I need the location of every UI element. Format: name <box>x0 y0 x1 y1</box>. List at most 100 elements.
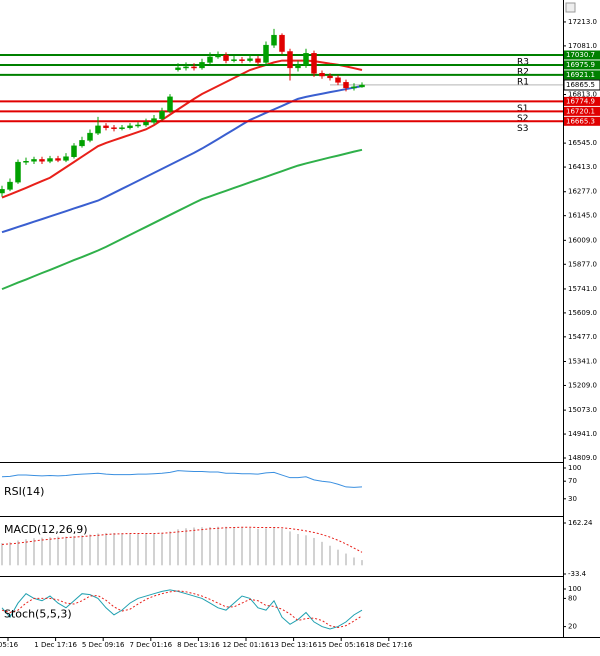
x-tick-label: 05:16 <box>0 641 19 649</box>
candle-body <box>71 145 77 157</box>
y-tick-label: 20 <box>568 623 577 631</box>
y-tick-label: 15609.0 <box>568 309 597 317</box>
candle-body <box>311 53 317 74</box>
level-price-label: 16975.9 <box>566 61 595 69</box>
level-name: S3 <box>517 124 528 134</box>
y-tick-label: 100 <box>568 585 581 593</box>
candle-body <box>191 66 197 69</box>
x-tick-label: 8 Dec 13:16 <box>177 641 220 649</box>
level-name: S2 <box>517 114 528 124</box>
level-price-label: 16665.3 <box>566 117 595 125</box>
level-price-box <box>564 70 600 80</box>
candle-body <box>295 64 301 69</box>
y-tick-label: 16145.0 <box>568 212 597 220</box>
y-tick-label: -33.4 <box>568 570 587 578</box>
candle-body <box>223 54 229 61</box>
candle-body <box>287 51 293 69</box>
indicator-line <box>1 59 363 199</box>
candle-body <box>207 56 213 63</box>
candle-body <box>79 140 85 147</box>
x-tick-label: 1 Dec 17:16 <box>34 641 77 649</box>
level-price-box <box>564 106 600 116</box>
candle-body <box>39 159 45 162</box>
x-tick-label: 7 Dec 01:16 <box>129 641 172 649</box>
y-tick-label: 16413.0 <box>568 163 597 171</box>
level-name: R2 <box>517 67 529 77</box>
y-tick-label: 15073.0 <box>568 406 597 414</box>
candle-body <box>183 66 189 69</box>
candle-body <box>127 125 133 128</box>
level-price-label: 16720.1 <box>566 107 595 115</box>
candle-body <box>319 73 325 77</box>
y-tick-label: 16009.0 <box>568 236 597 244</box>
level-name: R1 <box>517 77 529 87</box>
candle-body <box>343 82 349 89</box>
level-price-label: 16774.9 <box>566 97 595 105</box>
indicator-line <box>1 148 363 291</box>
candle-body <box>151 118 157 123</box>
candle-body <box>87 132 93 141</box>
candle-body <box>119 127 125 129</box>
candle-body <box>135 124 141 127</box>
settings-icon[interactable] <box>565 2 576 13</box>
x-tick-label: 13 Dec 13:16 <box>270 641 318 649</box>
indicator-line <box>1 470 363 488</box>
candle-body <box>47 158 53 162</box>
candle-body <box>263 44 269 63</box>
indicator-line <box>1 589 363 630</box>
indicator-line <box>1 84 363 234</box>
candle-body <box>247 58 253 61</box>
candle-body <box>239 59 245 61</box>
x-tick-label: 12 Dec 01:16 <box>222 641 270 649</box>
x-tick-label: 18 Dec 17:16 <box>365 641 413 649</box>
y-tick-label: 162.24 <box>568 519 593 527</box>
candle-body <box>111 127 117 129</box>
candle-body <box>199 62 205 69</box>
last-price-box <box>563 79 600 91</box>
y-tick-label: 16277.0 <box>568 188 597 196</box>
candle-body <box>175 67 181 70</box>
candle-body <box>255 58 261 63</box>
candle-body <box>103 125 109 128</box>
panel-title: MACD(12,26,9) <box>4 523 88 536</box>
level-price-box <box>564 50 600 60</box>
y-tick-label: 16813.0 <box>568 91 597 99</box>
candle-body <box>167 96 173 112</box>
y-tick-label: 100 <box>568 464 581 472</box>
y-tick-label: 30 <box>568 495 577 503</box>
x-tick-label: 15 Dec 05:16 <box>318 641 366 649</box>
candle-body <box>279 34 285 52</box>
y-tick-label: 70 <box>568 477 577 485</box>
candle-body <box>63 156 69 161</box>
last-price-label: 16865.5 <box>566 81 595 89</box>
candle-body <box>55 158 61 161</box>
candle-body <box>351 86 357 89</box>
level-name: R3 <box>517 58 529 68</box>
y-tick-label: 15477.0 <box>568 333 597 341</box>
level-price-label: 17030.7 <box>566 51 595 59</box>
y-tick-label: 14941.0 <box>568 430 597 438</box>
candle-body <box>215 54 221 58</box>
y-tick-label: 17213.0 <box>568 18 597 26</box>
panel-title: RSI(14) <box>4 485 44 498</box>
x-tick-label: 5 Dec 09:16 <box>82 641 125 649</box>
candle-body <box>359 84 365 88</box>
y-tick-label: 15741.0 <box>568 285 597 293</box>
candle-body <box>0 189 5 194</box>
candle-body <box>159 111 165 119</box>
candle-body <box>143 122 149 126</box>
level-price-box <box>564 116 600 126</box>
level-price-box <box>564 60 600 70</box>
candle-body <box>23 161 29 163</box>
candle-body <box>7 181 13 190</box>
panel-title: Stoch(5,5,3) <box>4 608 72 621</box>
y-tick-label: 80 <box>568 594 577 602</box>
candle-body <box>31 159 37 162</box>
y-tick-label: 17081.0 <box>568 42 597 50</box>
candle-body <box>303 53 309 66</box>
candle-body <box>15 161 21 183</box>
candle-body <box>335 77 341 83</box>
y-tick-label: 15209.0 <box>568 381 597 389</box>
